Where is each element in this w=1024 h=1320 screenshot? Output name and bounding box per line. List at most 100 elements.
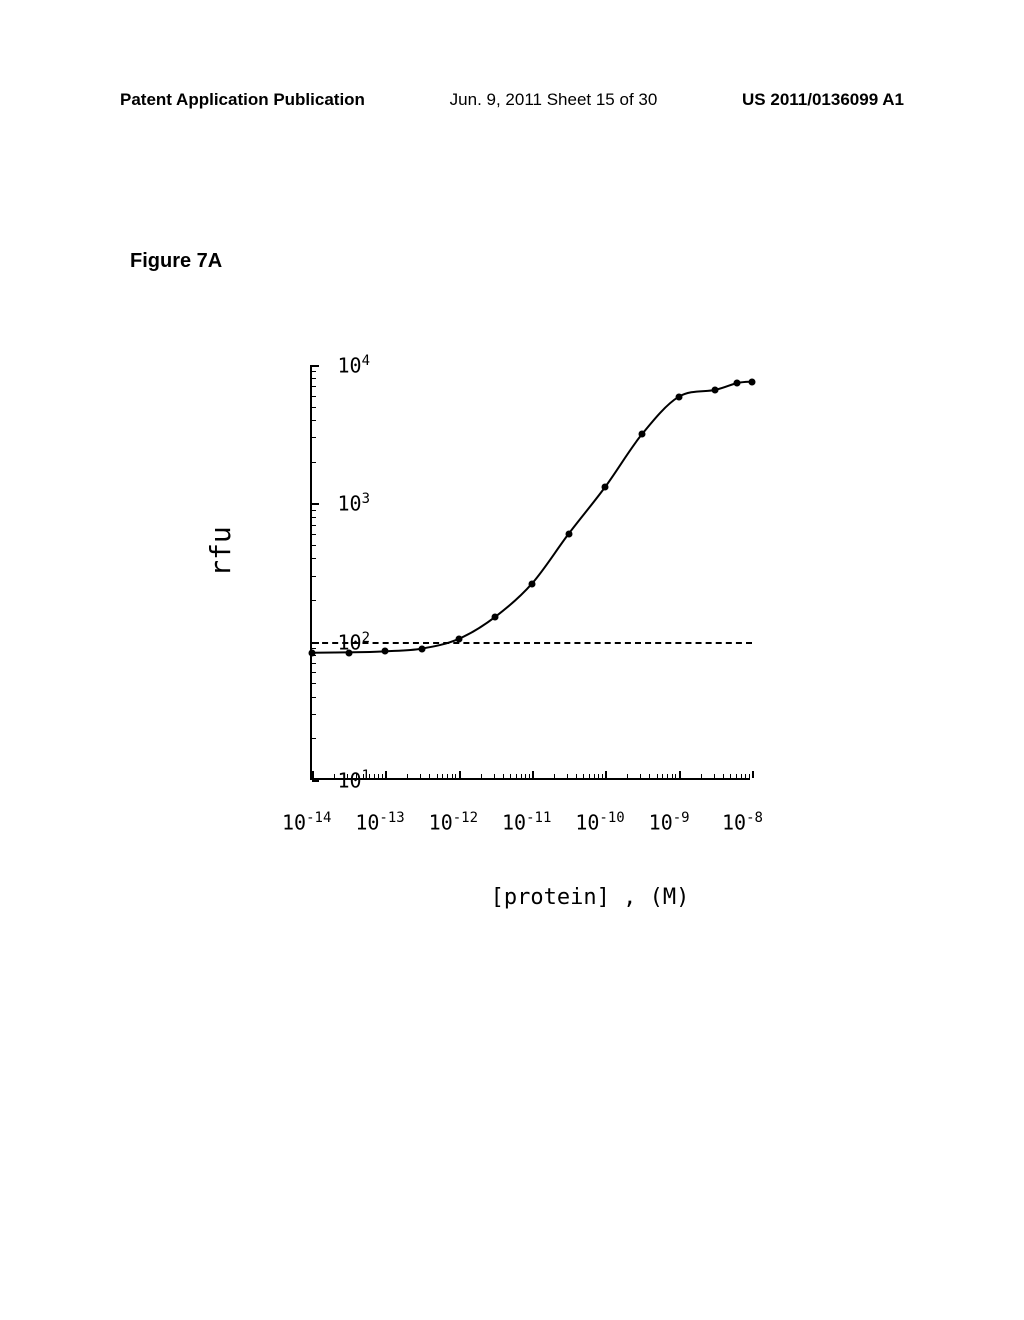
x-tick bbox=[385, 771, 387, 778]
y-tick-label: 102 bbox=[337, 630, 370, 655]
x-minor-tick bbox=[437, 774, 438, 778]
data-point bbox=[734, 379, 741, 386]
x-minor-tick bbox=[672, 774, 673, 778]
y-minor-tick bbox=[312, 378, 316, 379]
page-header: Patent Application Publication Jun. 9, 2… bbox=[0, 90, 1024, 110]
fit-curve bbox=[312, 365, 752, 780]
x-minor-tick bbox=[334, 774, 335, 778]
data-point bbox=[455, 635, 462, 642]
x-minor-tick bbox=[701, 774, 702, 778]
y-minor-tick bbox=[312, 576, 316, 577]
x-tick bbox=[459, 771, 461, 778]
x-minor-tick bbox=[382, 774, 383, 778]
data-point bbox=[565, 530, 572, 537]
x-minor-tick bbox=[667, 774, 668, 778]
x-minor-tick bbox=[657, 774, 658, 778]
y-minor-tick bbox=[312, 663, 316, 664]
figure-label: Figure 7A bbox=[130, 250, 222, 273]
x-tick-label: 10-14 bbox=[282, 810, 331, 835]
data-point bbox=[602, 483, 609, 490]
data-point bbox=[419, 645, 426, 652]
header-right: US 2011/0136099 A1 bbox=[742, 90, 904, 110]
data-point bbox=[749, 378, 756, 385]
x-minor-tick bbox=[640, 774, 641, 778]
x-minor-tick bbox=[576, 774, 577, 778]
x-minor-tick bbox=[510, 774, 511, 778]
y-minor-tick bbox=[312, 558, 316, 559]
x-minor-tick bbox=[525, 774, 526, 778]
x-minor-tick bbox=[420, 774, 421, 778]
x-tick bbox=[679, 771, 681, 778]
x-minor-tick bbox=[442, 774, 443, 778]
data-point bbox=[492, 613, 499, 620]
x-minor-tick bbox=[554, 774, 555, 778]
y-tick bbox=[312, 365, 319, 367]
x-minor-tick bbox=[594, 774, 595, 778]
x-tick bbox=[752, 771, 754, 778]
x-minor-tick bbox=[583, 774, 584, 778]
x-minor-tick bbox=[589, 774, 590, 778]
y-minor-tick bbox=[312, 386, 316, 387]
y-minor-tick bbox=[312, 510, 316, 511]
x-minor-tick bbox=[567, 774, 568, 778]
y-minor-tick bbox=[312, 672, 316, 673]
y-minor-tick bbox=[312, 437, 316, 438]
x-minor-tick bbox=[741, 774, 742, 778]
y-minor-tick bbox=[312, 600, 316, 601]
y-axis-label: rfu bbox=[204, 526, 237, 577]
x-minor-tick bbox=[455, 774, 456, 778]
x-tick bbox=[312, 771, 314, 778]
x-minor-tick bbox=[749, 774, 750, 778]
x-minor-tick bbox=[516, 774, 517, 778]
x-minor-tick bbox=[675, 774, 676, 778]
y-tick-label: 103 bbox=[337, 491, 370, 516]
x-minor-tick bbox=[627, 774, 628, 778]
y-minor-tick bbox=[312, 683, 316, 684]
x-minor-tick bbox=[723, 774, 724, 778]
x-minor-tick bbox=[503, 774, 504, 778]
x-axis-label: [protein] , (M) bbox=[380, 885, 800, 910]
data-point bbox=[529, 580, 536, 587]
data-point bbox=[639, 431, 646, 438]
x-minor-tick bbox=[730, 774, 731, 778]
x-tick bbox=[605, 771, 607, 778]
x-tick-label: 10-8 bbox=[722, 810, 763, 835]
header-left: Patent Application Publication bbox=[120, 90, 365, 110]
y-minor-tick bbox=[312, 738, 316, 739]
y-minor-tick bbox=[312, 697, 316, 698]
header-center: Jun. 9, 2011 Sheet 15 of 30 bbox=[450, 90, 658, 110]
y-minor-tick bbox=[312, 714, 316, 715]
y-minor-tick bbox=[312, 545, 316, 546]
x-tick bbox=[532, 771, 534, 778]
x-tick-label: 10-11 bbox=[502, 810, 551, 835]
x-minor-tick bbox=[378, 774, 379, 778]
chart-container: rfu [protein] , (M) 10110210310410-1410-… bbox=[200, 335, 820, 895]
x-tick-label: 10-13 bbox=[355, 810, 404, 835]
y-minor-tick bbox=[312, 407, 316, 408]
x-minor-tick bbox=[736, 774, 737, 778]
x-tick-label: 10-9 bbox=[649, 810, 690, 835]
data-point bbox=[712, 386, 719, 393]
x-minor-tick bbox=[407, 774, 408, 778]
x-minor-tick bbox=[662, 774, 663, 778]
y-tick-label: 104 bbox=[337, 353, 370, 378]
data-point bbox=[675, 393, 682, 400]
data-point bbox=[309, 649, 316, 656]
x-minor-tick bbox=[521, 774, 522, 778]
y-minor-tick bbox=[312, 534, 316, 535]
x-minor-tick bbox=[714, 774, 715, 778]
y-tick-label: 101 bbox=[337, 768, 370, 793]
x-tick-label: 10-12 bbox=[429, 810, 478, 835]
y-tick bbox=[312, 503, 319, 505]
x-minor-tick bbox=[602, 774, 603, 778]
x-minor-tick bbox=[649, 774, 650, 778]
y-minor-tick bbox=[312, 396, 316, 397]
x-minor-tick bbox=[494, 774, 495, 778]
x-minor-tick bbox=[429, 774, 430, 778]
data-point bbox=[382, 648, 389, 655]
y-minor-tick bbox=[312, 525, 316, 526]
y-minor-tick bbox=[312, 462, 316, 463]
plot-area bbox=[310, 365, 750, 780]
x-minor-tick bbox=[481, 774, 482, 778]
x-minor-tick bbox=[452, 774, 453, 778]
